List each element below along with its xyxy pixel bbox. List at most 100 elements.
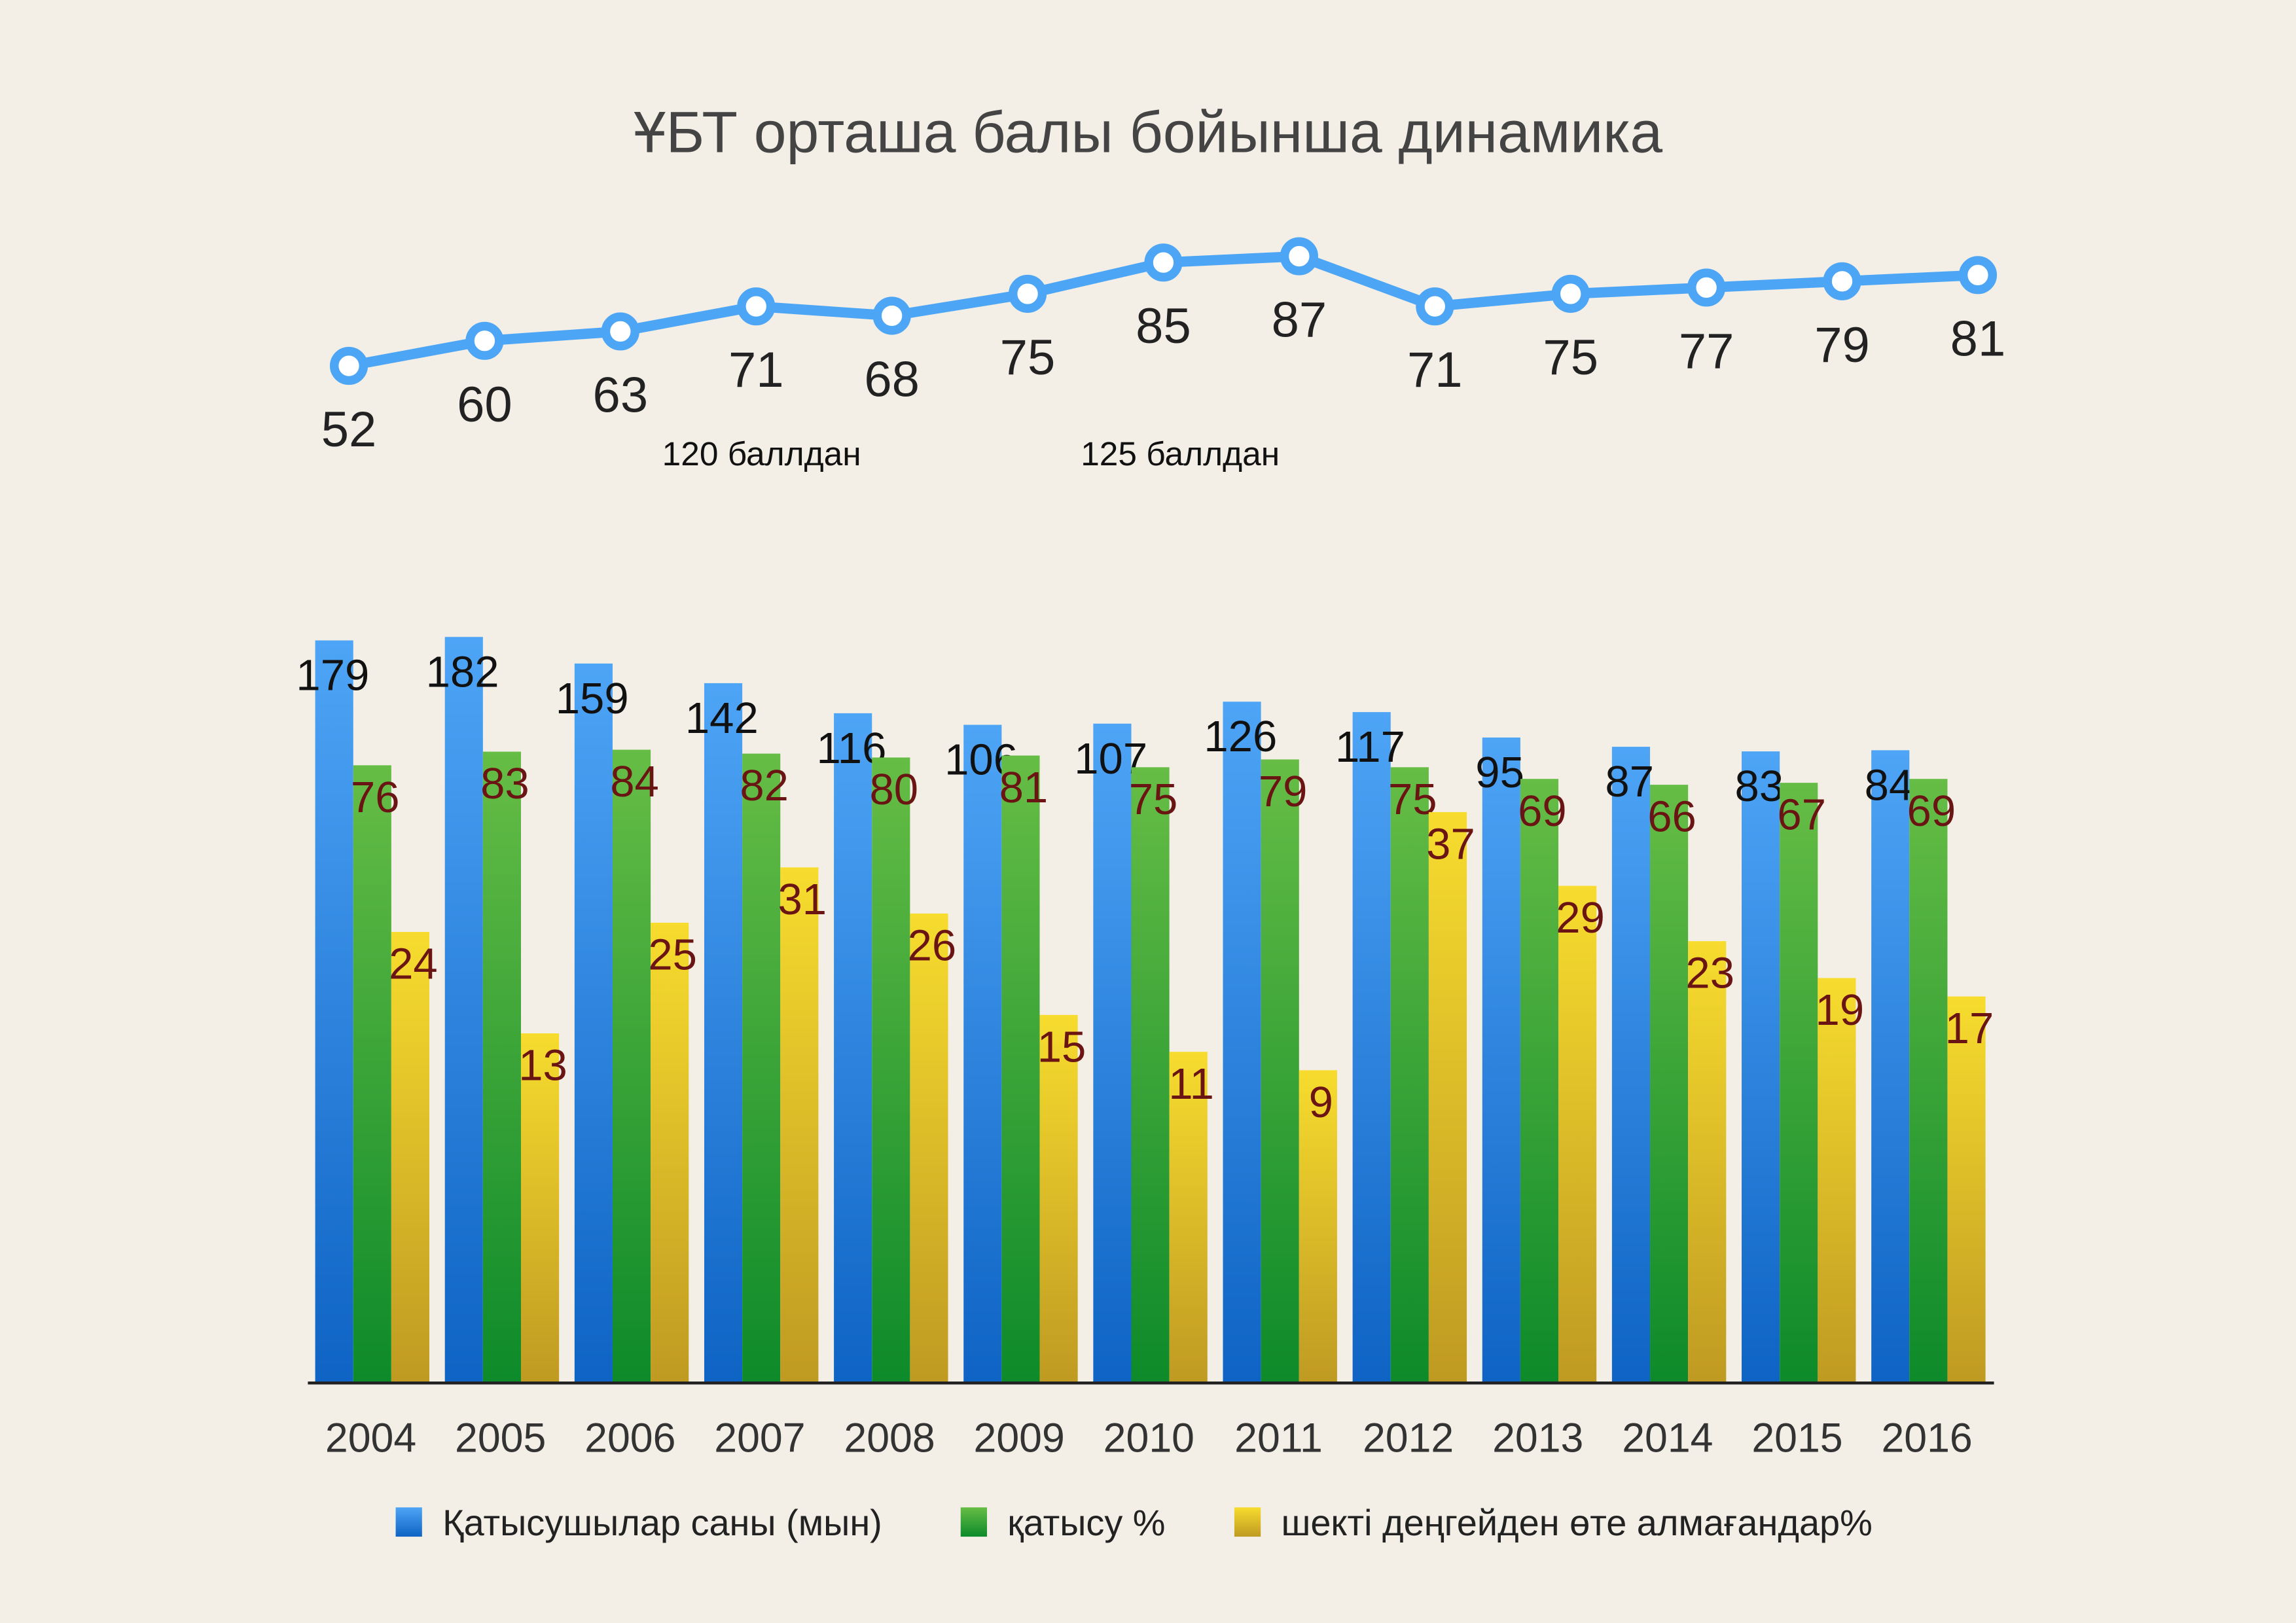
chart-title: ҰБТ орташа балы бойынша динамика	[634, 99, 1662, 165]
line-point	[329, 346, 368, 385]
legend-swatch	[1234, 1507, 1261, 1537]
x-tick-label: 2009	[974, 1415, 1065, 1461]
bar	[1558, 885, 1597, 1383]
x-tick-label: 2011	[1234, 1415, 1323, 1461]
x-tick-label: 2005	[455, 1415, 546, 1461]
bar	[834, 713, 872, 1383]
bar	[1299, 1070, 1337, 1383]
bar	[1947, 996, 1986, 1383]
bar	[520, 1033, 560, 1383]
bar	[612, 749, 651, 1383]
line-data-label: 85	[1136, 298, 1191, 354]
line-data-label: 75	[1543, 330, 1598, 385]
bar	[1818, 978, 1856, 1383]
line-data-label: 87	[1272, 293, 1327, 348]
bar-data-label: 82	[740, 761, 789, 810]
bar-data-label: 126	[1204, 712, 1277, 761]
bar-data-label: 24	[389, 940, 438, 989]
bar	[1909, 779, 1948, 1383]
bar	[1428, 812, 1467, 1383]
bar-data-label: 76	[351, 773, 400, 822]
bar-data-label: 23	[1685, 949, 1734, 998]
bar-data-label: 17	[1945, 1004, 1994, 1053]
bar-data-label: 69	[1907, 787, 1956, 836]
bar-data-label: 179	[296, 651, 369, 700]
line-data-label: 63	[593, 367, 649, 423]
line-point	[1551, 274, 1590, 313]
legend-label: Қатысушылар саны (мын)	[442, 1502, 882, 1543]
bar-data-label: 11	[1168, 1060, 1214, 1109]
bar-data-label: 117	[1335, 722, 1405, 772]
bar	[910, 913, 948, 1383]
bar	[1611, 747, 1651, 1383]
bar	[704, 683, 743, 1383]
bar-data-label: 75	[1129, 775, 1178, 824]
bar	[574, 663, 613, 1383]
bar	[1650, 785, 1689, 1383]
legend: Қатысушылар саны (мын) қатысу % шекті деңг…	[395, 1502, 1873, 1543]
bar	[963, 724, 1002, 1383]
legend-label: шекті деңгейден өте алмағандар%	[1281, 1502, 1872, 1543]
bar-data-label: 67	[1777, 791, 1826, 840]
bar	[742, 753, 781, 1383]
x-tick-label: 2007	[714, 1415, 805, 1461]
bar	[1001, 755, 1040, 1383]
bar	[1169, 1052, 1208, 1383]
bar	[1093, 723, 1132, 1383]
bar	[780, 867, 819, 1383]
bar	[651, 922, 689, 1383]
line-data-label: 68	[864, 351, 920, 407]
bar-data-label: 84	[610, 757, 659, 806]
legend-swatch	[395, 1507, 422, 1537]
bar	[315, 640, 353, 1383]
x-tick-label: 2014	[1622, 1415, 1713, 1461]
bar-data-label: 80	[869, 765, 918, 814]
bar-data-label: 83	[480, 759, 529, 808]
x-axis-ticks: 2004 2005 2006 2007 2008 2009 2010 2011 2012 2013…	[325, 1415, 1973, 1461]
bar-data-label: 83	[1735, 762, 1784, 811]
x-tick-label: 2013	[1492, 1415, 1583, 1461]
line-data-label: 71	[728, 342, 784, 398]
line-data-label: 52	[321, 402, 377, 457]
bar-data-label: 81	[999, 763, 1049, 812]
line-point	[465, 321, 504, 360]
bar	[872, 757, 910, 1383]
bar-data-label: 31	[778, 875, 827, 924]
bar	[1131, 767, 1170, 1383]
line-data-label: 71	[1407, 342, 1463, 398]
bar	[1223, 702, 1261, 1383]
bar	[1261, 759, 1299, 1383]
line-data-label: 75	[1000, 330, 1056, 385]
bar-data-label: 142	[685, 694, 759, 743]
bar-data-label: 13	[518, 1041, 567, 1090]
bar-data-label: 182	[426, 647, 499, 696]
bar	[1520, 779, 1559, 1383]
bar	[444, 637, 483, 1383]
bar-data-label: 69	[1518, 787, 1567, 836]
bar-data-label: 66	[1647, 793, 1696, 842]
line-data-label: 77	[1679, 323, 1734, 379]
bar-data-label: 159	[556, 674, 629, 723]
legend-swatch	[960, 1507, 988, 1537]
x-tick-label: 2016	[1881, 1415, 1972, 1461]
bar-data-label: 25	[648, 931, 697, 980]
bar-data-label: 79	[1259, 767, 1308, 816]
bar	[482, 751, 521, 1383]
bar-data-label: 9	[1309, 1078, 1333, 1127]
bar	[353, 765, 391, 1383]
line-point	[1008, 274, 1047, 313]
line-data-label: 81	[1950, 311, 2006, 366]
line-point	[601, 312, 639, 351]
line-point	[1416, 287, 1454, 326]
x-tick-label: 2010	[1103, 1415, 1194, 1461]
bar-data-label: 15	[1037, 1022, 1086, 1071]
annotation-125: 125 баллдан	[1081, 435, 1280, 473]
line-point	[737, 287, 776, 326]
bar	[391, 932, 430, 1383]
line-point	[1144, 243, 1183, 282]
annotation-120: 120 баллдан	[662, 435, 861, 473]
bar	[1352, 712, 1391, 1383]
line-point	[1823, 262, 1861, 300]
bar-data-label: 26	[908, 921, 957, 970]
